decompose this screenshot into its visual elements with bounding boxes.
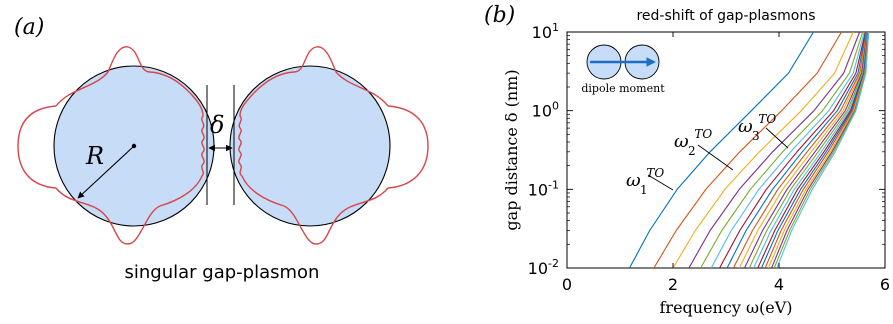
- field-pattern-left: [17, 46, 205, 245]
- series-line-8: [726, 32, 867, 268]
- mode-1-pointer: [647, 174, 674, 191]
- series-line-10: [738, 32, 868, 268]
- x-axis-label: frequency ω(eV): [660, 298, 793, 317]
- field-pattern-right: [238, 46, 429, 245]
- series-line-5: [700, 32, 864, 268]
- x-tick-label-2: 4: [774, 275, 784, 294]
- y-axis-label: gap distance δ (nm): [502, 69, 521, 230]
- chart-title: red-shift of gap-plasmons: [636, 8, 815, 24]
- mode-2-pointer: [697, 144, 734, 171]
- series-line-3: [672, 32, 854, 268]
- panel-a-caption: singular gap-plasmon: [125, 262, 320, 283]
- svg-text:ω TO 1: ω TO 1: [626, 161, 670, 197]
- series-line-15: [760, 32, 869, 268]
- series-line-2: [653, 32, 842, 268]
- mode-1-sub: 1: [640, 183, 648, 197]
- mode-2-sup: TO: [694, 127, 712, 141]
- series-line-17: [767, 32, 870, 268]
- series-line-13: [753, 32, 869, 268]
- series-line-20: [776, 32, 870, 268]
- y-tick-label-3: 101: [532, 21, 559, 42]
- series-line-12: [748, 32, 869, 268]
- radius-label: R: [85, 142, 104, 170]
- mode-3-sup: TO: [758, 112, 776, 126]
- series-line-9: [732, 32, 868, 268]
- panel-a-label: (a): [14, 15, 44, 40]
- y-tick-label-1: 10-1: [528, 178, 559, 199]
- panel-b-label: (b): [484, 3, 515, 28]
- panel-a: (a) R δ singular gap-plasmon: [14, 15, 429, 283]
- series-layer: [629, 32, 870, 268]
- svg-text:ω TO 2: ω TO 2: [674, 122, 718, 158]
- mode-label-3: ω TO 3: [738, 107, 789, 149]
- series-line-4: [688, 32, 861, 268]
- plot-frame: [566, 31, 886, 269]
- series-line-11: [744, 32, 868, 268]
- x-tick-label-3: 6: [880, 275, 890, 294]
- series-line-6: [710, 32, 865, 268]
- mode-1-base: ω: [626, 170, 641, 191]
- radius-arrow: [77, 145, 135, 199]
- series-line-1: [629, 32, 814, 268]
- dipole-inset: dipole moment: [581, 44, 665, 95]
- mode-2-sub: 2: [688, 144, 696, 158]
- mode-3-pointer: [765, 127, 789, 149]
- series-line-7: [719, 32, 866, 268]
- y-tick-label-0: 10-2: [528, 257, 559, 278]
- y-tick-label-2: 100: [532, 100, 559, 121]
- x-tick-label-0: 0: [562, 275, 572, 294]
- gap-label: δ: [210, 111, 224, 139]
- mode-3-sub: 3: [752, 129, 760, 143]
- mode-3-base: ω: [738, 116, 753, 137]
- tick-layer: 0 2 4 6 10-2 10-1 100 101: [528, 21, 890, 294]
- x-tick-label-1: 2: [668, 275, 678, 294]
- mode-label-2: ω TO 2: [674, 122, 734, 171]
- mode-label-1: ω TO 1: [626, 161, 674, 197]
- mode-2-base: ω: [674, 131, 689, 152]
- svg-text:ω TO 3: ω TO 3: [738, 107, 782, 143]
- inset-label: dipole moment: [581, 82, 665, 95]
- panel-b: (b) red-shift of gap-plasmons 0 2 4 6 10-2 10…: [484, 3, 890, 317]
- mode-1-sup: TO: [646, 166, 664, 180]
